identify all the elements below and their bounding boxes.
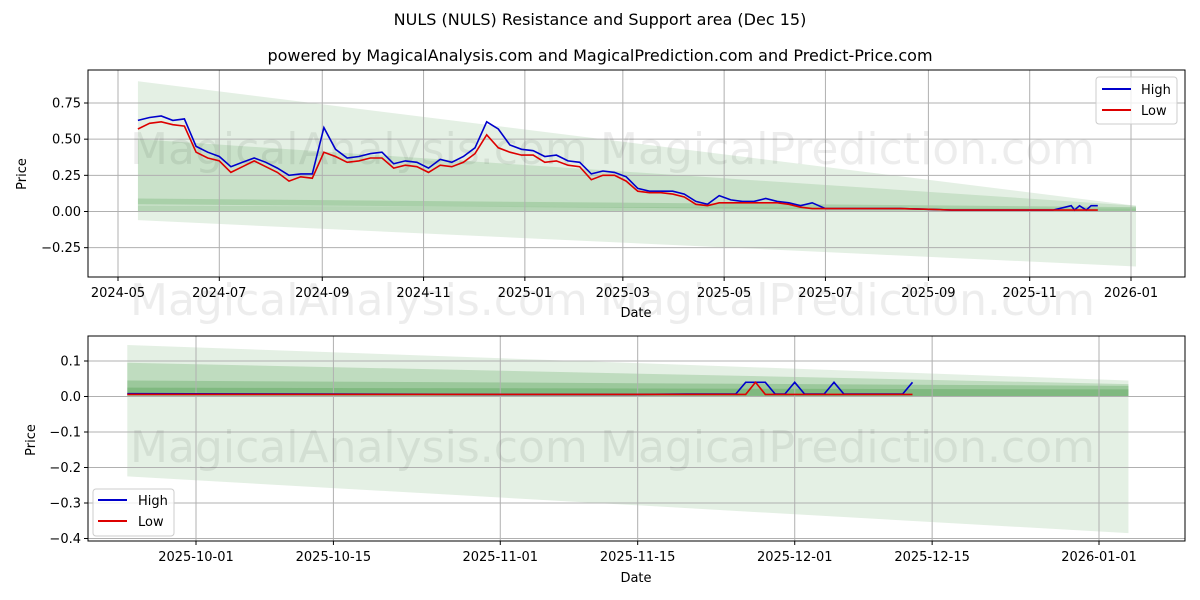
x-tick-label: 2025-11 (1003, 286, 1057, 301)
x-tick-label: 2026-01-01 (1061, 550, 1137, 565)
band-inner (127, 380, 1129, 397)
x-tick-label: 2025-12-01 (757, 550, 833, 565)
x-tick-label: 2025-12-15 (894, 550, 970, 565)
bottom-plot: MagicalAnalysis.com MagicalPrediction.co… (24, 335, 1186, 586)
x-tick-label: 2025-10-01 (158, 550, 234, 565)
x-tick-label: 2025-01 (498, 286, 552, 301)
watermark-top-left: MagicalAnalysis.com (130, 124, 588, 175)
y-tick-label: −0.25 (41, 241, 81, 256)
legend-low-label: Low (138, 515, 164, 530)
y-tick-label: 0.00 (52, 205, 81, 220)
x-tick-label: 2025-11-15 (600, 550, 676, 565)
top-plot: MagicalAnalysis.com MagicalPrediction.co… (15, 69, 1186, 326)
x-tick-label: 2024-07 (192, 286, 246, 301)
watermark-top-right: MagicalPrediction.com (600, 124, 1095, 175)
band-outer (137, 81, 1136, 267)
x-tick-label: 2024-11 (396, 286, 450, 301)
band-mid (127, 362, 1129, 397)
y-tick-label: 0.1 (60, 355, 81, 370)
chart-title: NULS (NULS) Resistance and Support area … (393, 10, 807, 29)
bottom-legend: High Low (92, 488, 175, 537)
x-tick-label: 2025-09 (901, 286, 955, 301)
top-low-line (137, 120, 1098, 211)
x-tick-label: 2026-01 (1104, 286, 1158, 301)
top-x-axis-label: Date (620, 306, 651, 321)
x-tick-label: 2025-10-15 (296, 550, 372, 565)
legend-low-label: Low (1141, 104, 1167, 119)
top-y-axis: 0.75 0.50 0.25 0.00 −0.25 (41, 97, 88, 256)
bottom-low-line (127, 381, 913, 396)
x-tick-label: 2024-05 (91, 286, 145, 301)
y-tick-label: 0.0 (60, 390, 81, 405)
watermark-axis-right: MagicalPrediction.com (600, 275, 1095, 326)
bottom-axes-frame (87, 335, 1186, 542)
top-x-axis: 2024-05 2024-07 2024-09 2024-11 2025-01 2025-… (91, 277, 1158, 301)
watermark-axis-left: MagicalAnalysis.com (130, 275, 588, 326)
watermark-bottom-right: MagicalPrediction.com (600, 422, 1095, 473)
y-tick-label: 0.25 (52, 169, 81, 184)
x-tick-label: 2025-07 (798, 286, 852, 301)
x-tick-label: 2025-11-01 (462, 550, 538, 565)
top-axes-frame (87, 69, 1186, 278)
y-tick-label: −0.4 (49, 532, 81, 547)
band-outer (127, 345, 1129, 534)
legend-high-label: High (1141, 83, 1171, 98)
bottom-y-axis: 0.1 0.0 −0.1 −0.2 −0.3 −0.4 (49, 355, 88, 547)
y-tick-label: −0.3 (49, 497, 81, 512)
top-legend: High Low (1095, 76, 1178, 125)
bottom-x-axis: 2025-10-01 2025-10-15 2025-11-01 2025-11-15… (158, 541, 1137, 565)
watermark-bottom-left: MagicalAnalysis.com (130, 422, 588, 473)
top-grid (88, 70, 1185, 277)
x-tick-label: 2024-09 (295, 286, 349, 301)
y-tick-label: 0.50 (52, 133, 81, 148)
x-tick-label: 2025-03 (596, 286, 650, 301)
top-y-axis-label: Price (15, 158, 30, 190)
legend-high-label: High (138, 494, 168, 509)
y-tick-label: −0.2 (49, 461, 81, 476)
bottom-x-axis-label: Date (620, 571, 651, 586)
bottom-grid (88, 336, 1185, 541)
y-tick-label: 0.75 (52, 97, 81, 112)
y-tick-label: −0.1 (49, 426, 81, 441)
chart-subtitle: powered by MagicalAnalysis.com and Magic… (267, 46, 933, 65)
bottom-y-axis-label: Price (24, 424, 39, 456)
band-core (137, 205, 1136, 212)
x-tick-label: 2025-05 (697, 286, 751, 301)
